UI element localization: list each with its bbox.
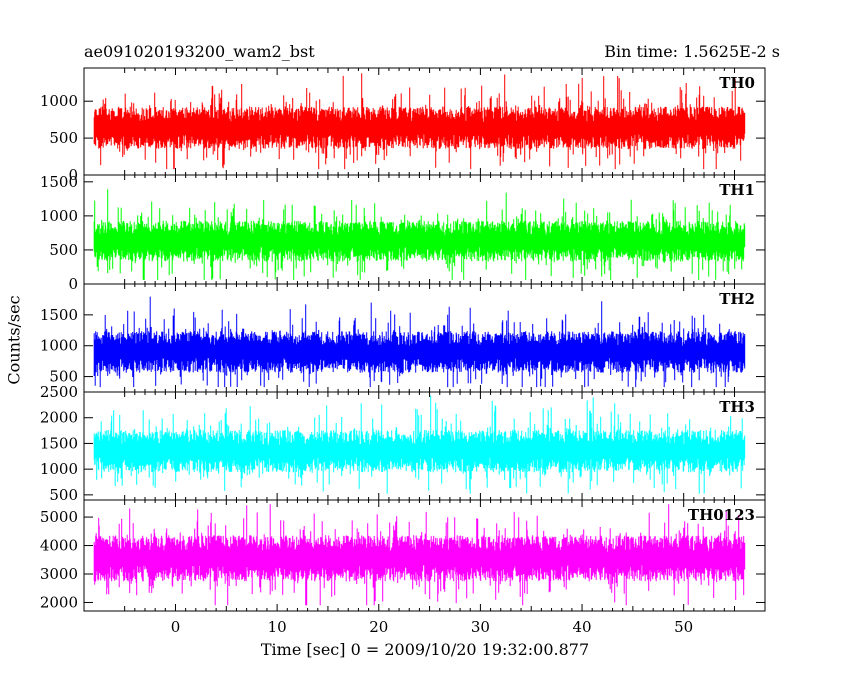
y-tick-label: 2000 — [40, 593, 78, 611]
y-tick-label: 500 — [49, 129, 78, 147]
panel-label-th0123: TH0123 — [688, 506, 755, 524]
y-tick-label: 0 — [68, 166, 78, 184]
series-th0123 — [93, 504, 746, 606]
y-tick-label: 500 — [49, 241, 78, 259]
y-tick-label: 1000 — [40, 92, 78, 110]
y-tick-label: 1500 — [40, 434, 78, 452]
series-th3 — [93, 395, 746, 494]
x-tick-label: 30 — [471, 618, 490, 636]
series-th0 — [93, 73, 746, 170]
panel-label-th3: TH3 — [719, 398, 755, 416]
y-tick-label: 4000 — [40, 537, 78, 555]
bin-time-label: Bin time: 1.5625E-2 s — [604, 42, 780, 61]
y-tick-label: 2000 — [40, 409, 78, 427]
panel-frame — [83, 499, 766, 612]
panel-label-th2: TH2 — [719, 290, 755, 308]
y-axis-label: Counts/sec — [4, 295, 24, 385]
y-tick-label: 1000 — [40, 460, 78, 478]
y-tick-label: 1000 — [40, 337, 78, 355]
series-th1 — [93, 189, 746, 280]
y-tick-label: 5000 — [40, 508, 78, 526]
y-tick-label: 0 — [68, 275, 78, 293]
panel-label-th1: TH1 — [719, 181, 755, 199]
y-tick-label: 500 — [49, 486, 78, 504]
y-tick-label: 1500 — [40, 173, 78, 191]
panel-label-th0: TH0 — [719, 74, 755, 92]
y-tick-label: 1500 — [40, 306, 78, 324]
y-tick-label: 3000 — [40, 565, 78, 583]
x-tick-label: 20 — [369, 618, 388, 636]
y-tick-label: 1000 — [40, 207, 78, 225]
y-tick-label: 2500 — [40, 383, 78, 401]
y-tick-label: 500 — [49, 368, 78, 386]
file-title: ae091020193200_wam2_bst — [84, 42, 315, 61]
series-th2 — [93, 296, 746, 388]
x-tick-label: 50 — [674, 618, 693, 636]
x-tick-label: 0 — [171, 618, 181, 636]
x-tick-label: 40 — [572, 618, 591, 636]
x-axis-label: Time [sec] 0 = 2009/10/20 19:32:00.877 — [260, 640, 590, 659]
x-tick-label: 10 — [268, 618, 287, 636]
